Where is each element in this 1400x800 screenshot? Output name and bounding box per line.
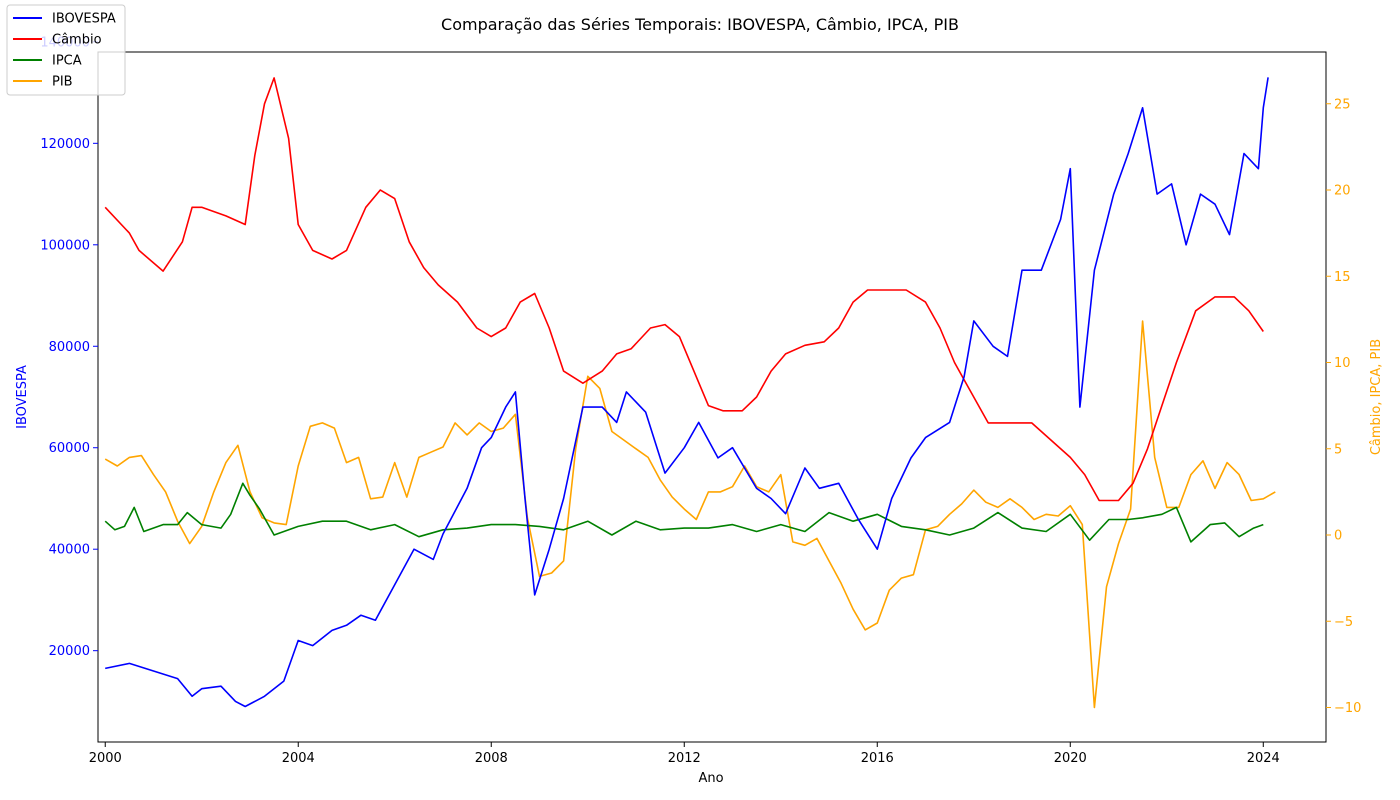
series-line-ipca — [104, 482, 1264, 543]
y-left-tick-label: 20000 — [49, 644, 90, 659]
series-layer — [104, 77, 1276, 709]
y-left-tick-label: 60000 — [49, 441, 90, 456]
y-axis-right-label: Câmbio, IPCA, PIB — [1369, 339, 1384, 455]
y-left-tick-label: 100000 — [40, 238, 90, 253]
y-axis-left-label: IBOVESPA — [15, 365, 30, 429]
y-axis-left: 20000400006000080000100000120000140000 — [40, 35, 98, 659]
y-right-tick-label: 0 — [1334, 529, 1342, 544]
y-left-tick-label: 40000 — [49, 543, 90, 558]
x-axis: 2000 2004 2008 2012 2016 2020 2024 — [89, 742, 1280, 766]
legend: IBOVESPA Câmbio IPCA PIB — [6, 4, 126, 96]
y-left-tick-label: 80000 — [49, 340, 90, 355]
y-right-tick-label: 20 — [1334, 184, 1351, 199]
series-line-câmbio — [104, 77, 1264, 502]
y-right-tick-label: −10 — [1334, 701, 1361, 716]
x-tick-label: 2012 — [668, 751, 701, 766]
y-right-tick-label: 10 — [1334, 356, 1351, 371]
legend-label-ibovespa: IBOVESPA — [52, 12, 116, 27]
y-right-tick-label: 25 — [1334, 97, 1351, 112]
legend-label-ipca: IPCA — [52, 54, 82, 69]
series-line-pib — [104, 320, 1276, 709]
series-line-ibovespa — [105, 77, 1269, 708]
x-tick-label: 2020 — [1054, 751, 1087, 766]
chart-title: Comparação das Séries Temporais: IBOVESP… — [441, 15, 959, 34]
x-tick-label: 2000 — [89, 751, 122, 766]
x-tick-label: 2016 — [861, 751, 894, 766]
y-right-tick-label: 5 — [1334, 442, 1342, 457]
x-axis-label: Ano — [698, 771, 723, 786]
y-right-tick-label: −5 — [1334, 615, 1353, 630]
legend-label-pib: PIB — [52, 75, 73, 90]
y-left-tick-label: 120000 — [40, 137, 90, 152]
plot-frame — [97, 51, 1327, 743]
y-axis-right: −10 −5 0 5 10 15 20 25 — [1326, 97, 1361, 716]
x-tick-label: 2004 — [282, 751, 315, 766]
legend-label-câmbio: Câmbio — [52, 33, 102, 48]
x-tick-label: 2024 — [1247, 751, 1280, 766]
legend-frame — [6, 4, 126, 96]
y-right-tick-label: 15 — [1334, 270, 1351, 285]
x-tick-label: 2008 — [475, 751, 508, 766]
